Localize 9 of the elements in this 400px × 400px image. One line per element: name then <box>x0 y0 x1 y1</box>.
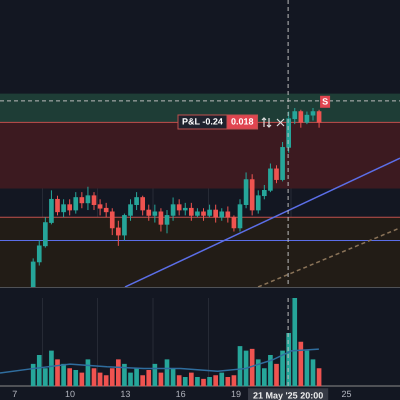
annotation: P&L -0.24 <box>182 116 223 126</box>
x-tick-label: 16 <box>176 389 186 400</box>
x-tick-label: 10 <box>65 389 76 400</box>
x-tick-label: 19 <box>230 389 241 400</box>
x-tick-label: 7 <box>12 389 18 400</box>
x-tick-label: 13 <box>120 389 130 400</box>
x-tick-label: 25 <box>342 389 352 400</box>
annotation: 0.018 <box>231 116 254 126</box>
text: S <box>322 96 328 106</box>
